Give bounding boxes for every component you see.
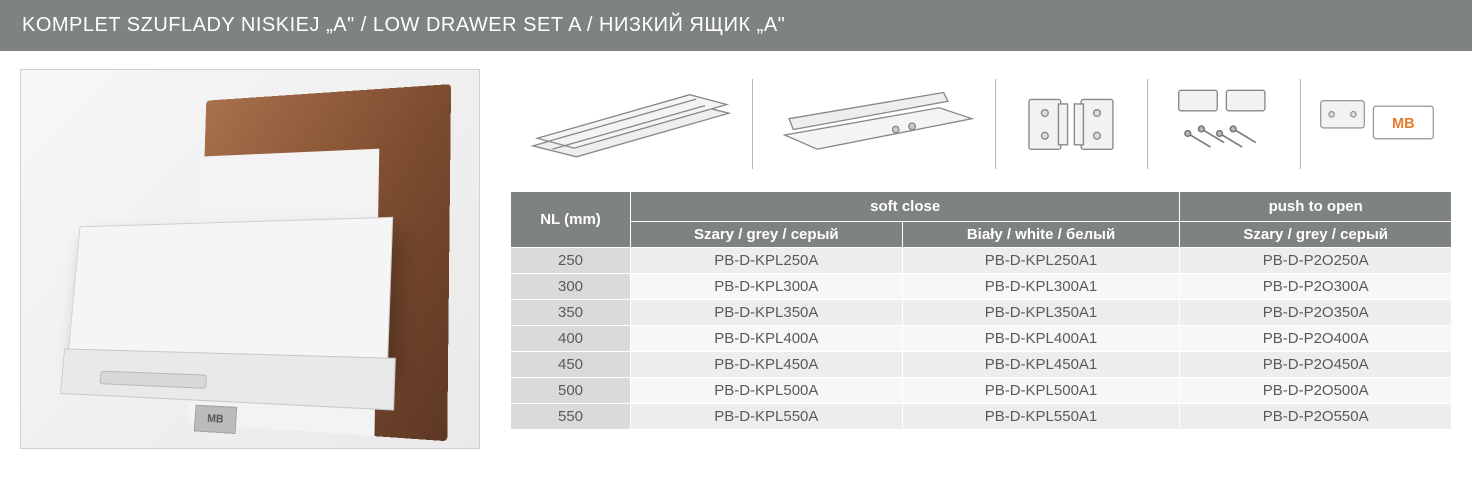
col-header-push-grey: Szary / grey / серый [1180,222,1452,248]
cell-white: PB-D-KPL350A1 [902,300,1180,326]
cell-white: PB-D-KPL400A1 [902,326,1180,352]
cell-grey: PB-D-KPL350A [631,300,903,326]
slides-icon [510,69,752,179]
parts-illustration-row: MB [510,69,1452,179]
cell-nl: 300 [511,274,631,300]
cell-push: PB-D-P2O550A [1180,404,1452,430]
page-title: KOMPLET SZUFLADY NISKIEJ „A" / LOW DRAWE… [0,0,1472,51]
col-header-grey: Szary / grey / серый [631,222,903,248]
cell-push: PB-D-P2O450A [1180,352,1452,378]
cell-white: PB-D-KPL250A1 [902,248,1180,274]
product-photo: MB [20,69,480,449]
cell-nl: 450 [511,352,631,378]
table-row: 250PB-D-KPL250APB-D-KPL250A1PB-D-P2O250A [511,248,1452,274]
table-row: 350PB-D-KPL350APB-D-KPL350A1PB-D-P2O350A [511,300,1452,326]
cover-plate-icon: MB [1301,69,1452,179]
photo-badge: MB [194,405,237,434]
cell-white: PB-D-KPL550A1 [902,404,1180,430]
cell-grey: PB-D-KPL450A [631,352,903,378]
table-row: 450PB-D-KPL450APB-D-KPL450A1PB-D-P2O450A [511,352,1452,378]
table-row: 500PB-D-KPL500APB-D-KPL500A1PB-D-P2O500A [511,378,1452,404]
cell-grey: PB-D-KPL250A [631,248,903,274]
cell-nl: 500 [511,378,631,404]
cell-white: PB-D-KPL500A1 [902,378,1180,404]
table-row: 400PB-D-KPL400APB-D-KPL400A1PB-D-P2O400A [511,326,1452,352]
table-row: 300PB-D-KPL300APB-D-KPL300A1PB-D-P2O300A [511,274,1452,300]
cell-push: PB-D-P2O350A [1180,300,1452,326]
cell-push: PB-D-P2O250A [1180,248,1452,274]
spec-table: NL (mm) soft close push to open Szary / … [510,191,1452,430]
cell-grey: PB-D-KPL550A [631,404,903,430]
brackets-icon [996,69,1147,179]
cell-grey: PB-D-KPL300A [631,274,903,300]
cell-nl: 350 [511,300,631,326]
cell-push: PB-D-P2O500A [1180,378,1452,404]
col-header-nl: NL (mm) [511,192,631,248]
right-column: MB NL (mm) soft close push to open Szary… [510,69,1452,449]
cell-grey: PB-D-KPL500A [631,378,903,404]
cover-label: MB [1392,116,1415,132]
cell-push: PB-D-P2O300A [1180,274,1452,300]
cell-push: PB-D-P2O400A [1180,326,1452,352]
cell-nl: 250 [511,248,631,274]
cell-nl: 550 [511,404,631,430]
cell-white: PB-D-KPL450A1 [902,352,1180,378]
col-group-push: push to open [1180,192,1452,222]
cell-grey: PB-D-KPL400A [631,326,903,352]
col-group-softclose: soft close [631,192,1180,222]
cell-white: PB-D-KPL300A1 [902,274,1180,300]
side-panel-icon [753,69,995,179]
content-area: MB [0,69,1472,449]
col-header-white: Biały / white / белый [902,222,1180,248]
table-row: 550PB-D-KPL550APB-D-KPL550A1PB-D-P2O550A [511,404,1452,430]
fittings-icon [1148,69,1299,179]
cell-nl: 400 [511,326,631,352]
